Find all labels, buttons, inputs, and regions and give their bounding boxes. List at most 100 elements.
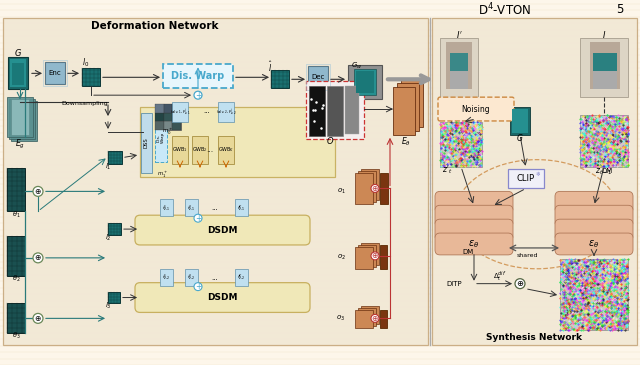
Text: +: +	[195, 214, 201, 223]
Text: G: G	[517, 134, 523, 143]
Text: $f^K_{z,1}$: $f^K_{z,1}$	[237, 203, 246, 214]
Text: O: O	[326, 137, 333, 146]
Bar	[593, 53, 617, 72]
Bar	[155, 113, 164, 121]
Circle shape	[194, 91, 202, 99]
Bar	[327, 86, 343, 136]
FancyBboxPatch shape	[555, 191, 633, 213]
Bar	[580, 38, 628, 97]
Text: $z'_t$: $z'_t$	[442, 163, 452, 176]
Bar	[7, 236, 25, 276]
Bar	[192, 136, 208, 164]
Text: DSDM: DSDM	[207, 226, 237, 235]
FancyBboxPatch shape	[435, 233, 513, 255]
Text: $\epsilon_\theta$: $\epsilon_\theta$	[588, 238, 600, 250]
Circle shape	[194, 214, 202, 222]
Bar	[510, 107, 530, 135]
Bar	[432, 18, 637, 345]
FancyBboxPatch shape	[135, 283, 310, 312]
Bar	[7, 168, 25, 211]
Text: $I$: $I$	[602, 29, 606, 40]
FancyBboxPatch shape	[135, 215, 310, 245]
Bar	[8, 57, 28, 89]
Text: CLIP: CLIP	[517, 174, 535, 183]
Text: $\theta_2$: $\theta_2$	[12, 274, 20, 284]
Text: $f^2_{z,1}$: $f^2_{z,1}$	[188, 203, 196, 214]
Text: shared: shared	[516, 253, 538, 258]
Bar	[155, 114, 167, 162]
Bar	[155, 121, 164, 130]
Bar	[580, 115, 628, 166]
Text: DITP: DITP	[446, 281, 462, 287]
Bar	[440, 122, 482, 166]
Text: Downsampling: Downsampling	[61, 101, 108, 105]
Text: $\Delta_t^{dif}$: $\Delta_t^{dif}$	[493, 269, 507, 283]
Bar	[11, 99, 29, 135]
Circle shape	[33, 187, 43, 196]
Bar	[358, 170, 376, 202]
Text: ...: ...	[207, 145, 214, 154]
Bar	[164, 113, 172, 121]
FancyBboxPatch shape	[435, 219, 513, 241]
Bar	[185, 269, 198, 286]
Bar	[7, 97, 33, 137]
Bar	[160, 199, 173, 216]
Text: Enc: Enc	[49, 70, 61, 76]
Text: $\oplus$: $\oplus$	[34, 314, 42, 323]
Text: $l_2$: $l_2$	[105, 233, 111, 243]
Text: Deformation Network: Deformation Network	[92, 21, 219, 31]
Bar	[356, 72, 374, 93]
Bar	[10, 59, 26, 87]
Text: +: +	[195, 91, 201, 100]
Bar	[164, 121, 172, 130]
Bar	[82, 68, 100, 86]
Bar	[3, 18, 428, 345]
Text: 5: 5	[616, 3, 624, 16]
FancyBboxPatch shape	[555, 205, 633, 227]
Text: $m_1^+$: $m_1^+$	[157, 169, 168, 180]
Text: GWB$_2$: GWB$_2$	[192, 145, 208, 154]
Text: $I'$: $I'$	[456, 29, 462, 40]
Bar	[440, 38, 478, 97]
Bar	[141, 113, 152, 173]
Text: DM: DM	[462, 249, 474, 255]
Text: $\oplus$: $\oplus$	[371, 251, 379, 260]
Text: $\oplus$: $\oplus$	[371, 184, 379, 193]
Bar	[361, 307, 379, 324]
Bar	[358, 245, 376, 267]
Bar	[355, 247, 373, 269]
Text: ❄: ❄	[536, 172, 540, 177]
Text: $f^1_{z,1}$: $f^1_{z,1}$	[163, 203, 171, 214]
Text: DM: DM	[602, 168, 612, 174]
Text: Dis. Warp: Dis. Warp	[172, 71, 225, 81]
Bar	[271, 70, 289, 88]
Circle shape	[515, 279, 525, 289]
Bar	[450, 53, 468, 72]
Bar	[43, 61, 67, 86]
Circle shape	[371, 314, 379, 322]
Bar	[593, 72, 617, 89]
Text: $l_3$: $l_3$	[105, 300, 111, 311]
Text: $(a)_{z,2},F^j_{z,2}$: $(a)_{z,2},F^j_{z,2}$	[216, 107, 236, 118]
Bar	[306, 64, 330, 90]
Bar	[218, 136, 234, 164]
Circle shape	[371, 252, 379, 260]
Bar	[172, 113, 181, 121]
Bar	[355, 311, 373, 328]
Text: $G_w$: $G_w$	[351, 60, 363, 70]
Bar	[172, 136, 188, 164]
Text: $E_\theta$: $E_\theta$	[401, 135, 411, 148]
Bar	[348, 65, 382, 99]
Bar	[11, 101, 37, 141]
Text: GWB$_1$: GWB$_1$	[172, 145, 188, 154]
Text: ...: ...	[212, 275, 218, 281]
Bar	[309, 86, 325, 136]
Bar	[160, 269, 173, 286]
Bar	[172, 121, 181, 130]
Bar	[9, 99, 35, 139]
Text: $f^1_{z,2}$: $f^1_{z,2}$	[163, 272, 171, 283]
Text: $l_0$: $l_0$	[83, 56, 90, 69]
Text: Dis.
Warp: Dis. Warp	[157, 132, 165, 143]
FancyBboxPatch shape	[435, 191, 513, 213]
Text: $\hat{z}_{t-1}$: $\hat{z}_{t-1}$	[595, 162, 613, 177]
